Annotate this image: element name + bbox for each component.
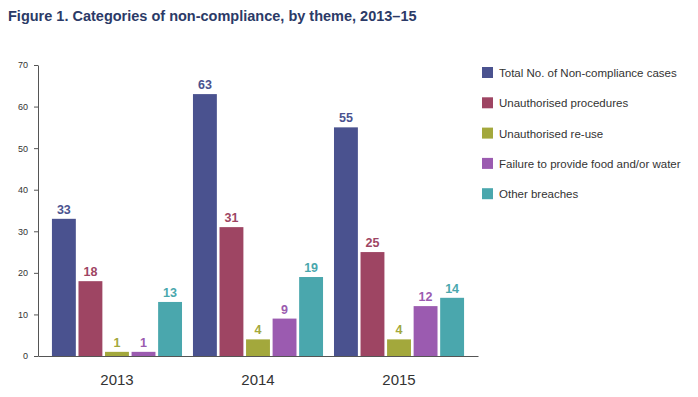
x-axis: 2013 2014 2015 [39, 357, 479, 388]
legend-label: Unauthorised re-use [499, 128, 603, 140]
y-tick: 20 [18, 268, 38, 278]
bar [132, 352, 156, 356]
bar [52, 219, 76, 356]
y-axis-line [38, 66, 39, 357]
bar [220, 227, 244, 356]
y-tick-mark [34, 231, 38, 232]
y-tick-label: 0 [23, 351, 28, 361]
bar [387, 339, 411, 356]
y-tick-mark [34, 273, 38, 274]
legend-item: Total No. of Non-compliance cases [482, 67, 677, 79]
data-label: 1 [140, 336, 147, 350]
bar [361, 252, 385, 356]
bar [78, 281, 102, 356]
bar [334, 127, 358, 356]
y-axis: 0 10 20 30 40 50 60 70 [18, 60, 39, 361]
bar [414, 306, 438, 356]
x-tick-label: 2013 [100, 371, 133, 388]
legend-label: Other breaches [499, 188, 579, 200]
legend-item: Unauthorised re-use [482, 128, 603, 140]
legend-item: Unauthorised procedures [482, 97, 628, 109]
y-tick-label: 50 [18, 144, 28, 154]
data-label: 25 [366, 236, 380, 250]
y-tick: 30 [18, 227, 38, 237]
legend-label: Unauthorised procedures [499, 97, 628, 109]
y-tick: 10 [18, 310, 38, 320]
chart: Figure 1. Categories of non-compliance, … [0, 0, 698, 397]
y-tick: 60 [18, 102, 38, 112]
legend: Total No. of Non-compliance cases Unautho… [482, 67, 681, 200]
bar [299, 277, 323, 356]
data-label: 4 [396, 323, 403, 337]
legend-swatch [482, 97, 493, 108]
y-tick-mark [34, 107, 38, 108]
y-tick-label: 70 [18, 60, 28, 70]
data-labels: 3363551831251441912131914 [57, 78, 459, 350]
data-label: 13 [163, 286, 177, 300]
bar [440, 298, 464, 356]
data-label: 31 [225, 211, 239, 225]
bar [105, 352, 129, 356]
y-tick-label: 60 [18, 102, 28, 112]
y-tick: 40 [18, 185, 38, 195]
y-tick-label: 40 [18, 185, 28, 195]
data-label: 18 [83, 265, 97, 279]
y-tick-label: 20 [18, 268, 28, 278]
bar [193, 94, 217, 356]
legend-swatch [482, 158, 493, 169]
data-label: 1 [113, 336, 120, 350]
bar [246, 339, 270, 356]
legend-swatch [482, 128, 493, 139]
data-label: 9 [281, 303, 288, 317]
title: Figure 1. Categories of non-compliance, … [8, 8, 417, 24]
x-tick: 2014 [241, 371, 274, 388]
data-label: 19 [304, 261, 318, 275]
y-tick-label: 30 [18, 227, 28, 237]
x-tick: 2015 [382, 371, 415, 388]
y-tick: 70 [18, 60, 38, 70]
data-label: 4 [255, 323, 262, 337]
y-tick-mark [34, 190, 38, 191]
y-tick-mark [34, 356, 38, 357]
legend-label: Total No. of Non-compliance cases [499, 67, 677, 79]
y-tick: 0 [23, 351, 38, 361]
bars [52, 94, 464, 356]
data-label: 55 [339, 111, 353, 125]
x-tick-label: 2014 [241, 371, 274, 388]
x-tick: 2013 [100, 371, 133, 388]
x-axis-line [39, 356, 479, 357]
y-tick-mark [34, 65, 38, 66]
bar [273, 319, 297, 356]
y-tick-mark [34, 148, 38, 149]
legend-item: Other breaches [482, 188, 579, 200]
x-tick-label: 2015 [382, 371, 415, 388]
legend-item: Failure to provide food and/or water [482, 158, 681, 170]
legend-swatch [482, 188, 493, 199]
y-tick: 50 [18, 144, 38, 154]
data-label: 33 [57, 203, 71, 217]
data-label: 12 [419, 290, 433, 304]
y-tick-mark [34, 314, 38, 315]
legend-label: Failure to provide food and/or water [499, 158, 681, 170]
data-label: 14 [445, 282, 459, 296]
y-tick-label: 10 [18, 310, 28, 320]
legend-swatch [482, 67, 493, 78]
data-label: 63 [198, 78, 212, 92]
bar [158, 302, 182, 356]
